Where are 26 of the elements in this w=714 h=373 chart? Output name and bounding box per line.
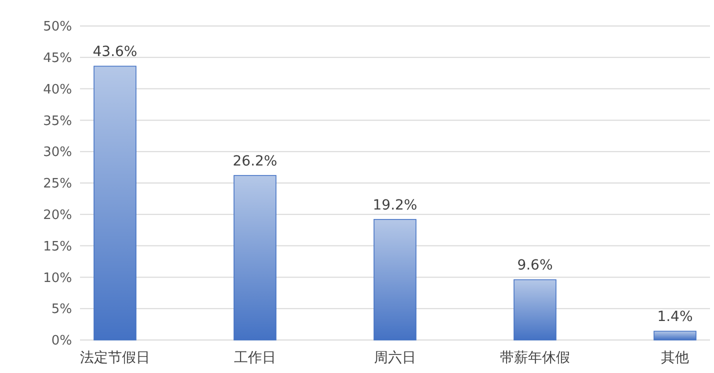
y-tick-label: 35%	[43, 114, 72, 129]
y-tick-label: 50%	[43, 20, 72, 35]
data-label: 26.2%	[232, 153, 278, 170]
bar	[94, 66, 136, 340]
y-tick-label: 25%	[43, 176, 72, 192]
y-tick-label: 45%	[43, 50, 72, 66]
bar	[374, 219, 416, 340]
x-tick-label: 法定节假日	[80, 350, 150, 366]
y-tick-label: 40%	[43, 82, 72, 98]
data-label: 9.6%	[517, 258, 553, 274]
y-tick-label: 10%	[43, 270, 72, 286]
x-tick-label: 周六日	[374, 350, 416, 366]
bar	[654, 330, 696, 340]
y-tick-label: 15%	[43, 239, 72, 254]
x-tick-label: 其他	[661, 350, 689, 366]
data-label: 43.6%	[92, 44, 138, 60]
bar	[514, 279, 556, 340]
y-tick-label: 20%	[43, 208, 72, 223]
data-label: 1.4%	[657, 309, 693, 326]
data-label: 19.2%	[372, 197, 418, 214]
y-tick-label: 0%	[51, 334, 72, 349]
y-tick-label: 5%	[51, 302, 72, 318]
x-tick-label: 带薪年休假	[500, 350, 570, 366]
bar	[234, 175, 276, 340]
x-tick-label: 工作日	[234, 350, 276, 366]
y-tick-label: 30%	[43, 145, 72, 160]
